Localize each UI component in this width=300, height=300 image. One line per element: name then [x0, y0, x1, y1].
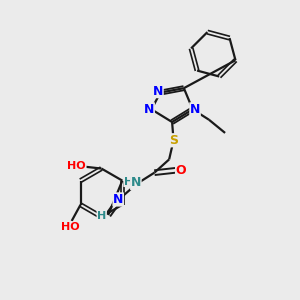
Text: HO: HO — [68, 161, 86, 171]
Text: H: H — [124, 176, 133, 187]
Text: H: H — [97, 211, 106, 221]
Text: N: N — [113, 193, 123, 206]
Text: S: S — [169, 134, 178, 147]
Text: HO: HO — [61, 222, 80, 232]
Text: N: N — [190, 103, 200, 116]
Text: N: N — [153, 85, 163, 98]
Text: N: N — [144, 103, 154, 116]
Text: O: O — [176, 164, 186, 177]
Text: N: N — [131, 176, 141, 190]
